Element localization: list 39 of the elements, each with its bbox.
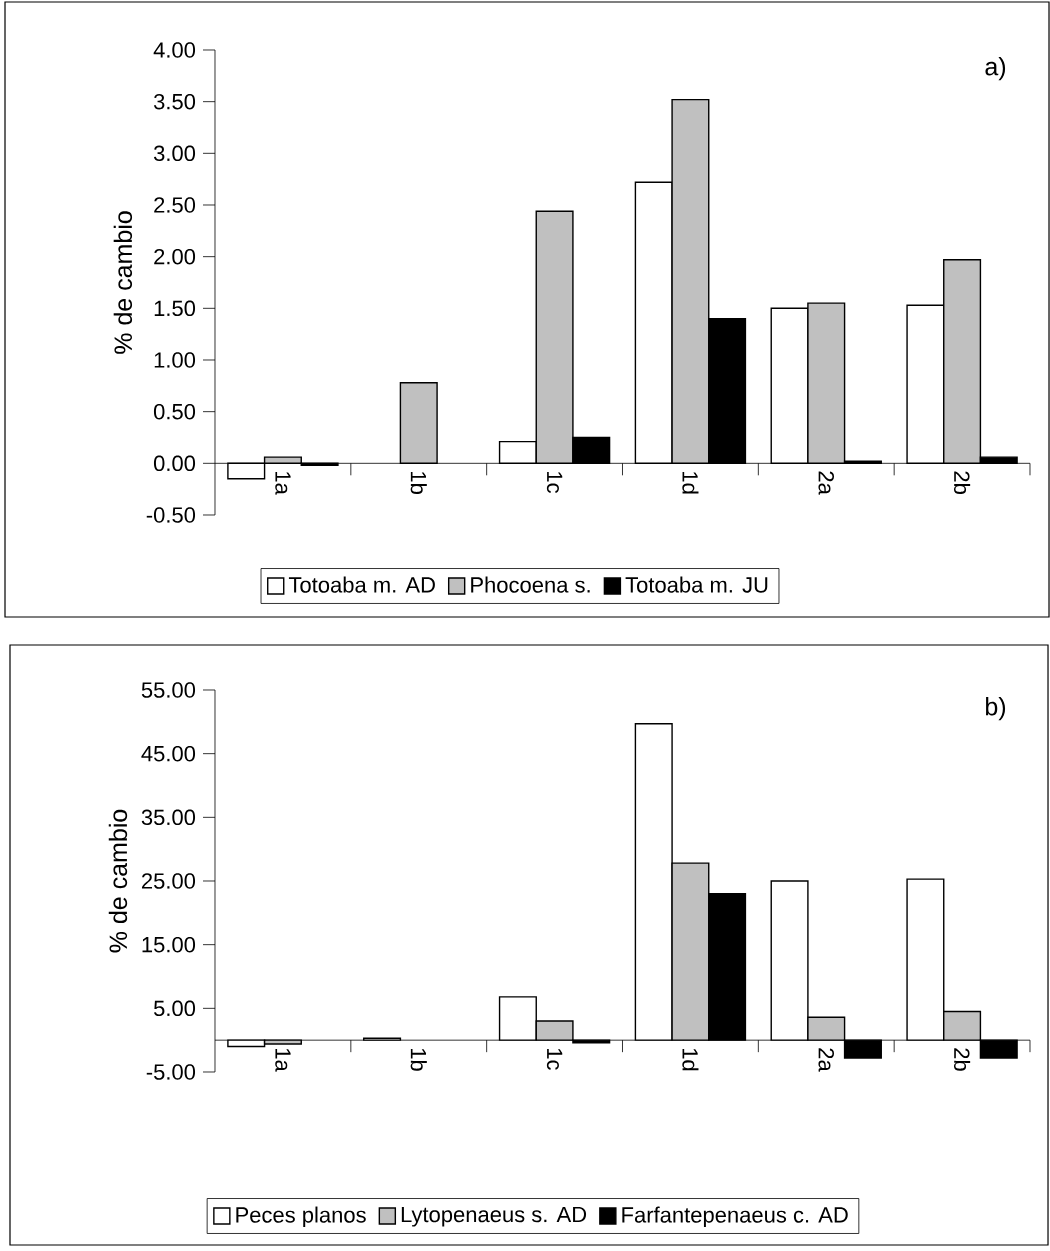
x-tick-label: 1d [682,472,699,494]
x-tick-label: 2a [818,1048,835,1072]
x-tick-label: 2a [818,471,835,495]
y-tick-label: 3.00 [153,145,196,162]
y-tick-label: 2.00 [154,248,196,265]
x-tick-label: 1b [410,1048,427,1071]
y-tick-label: 0.00 [153,455,196,472]
x-tick-label: 2b [953,471,971,494]
legend-label: Phocoena s. [471,576,590,593]
legend-label: Totoaba m. JU [625,576,768,593]
y-axis-title: % de cambio [113,211,133,354]
y-tick-label: 4.00 [153,42,196,58]
x-tick-label: 1d [682,1048,699,1071]
annotation: a) [985,57,1006,81]
y-tick-label: 25.00 [141,873,196,889]
y-tick-label: -0.50 [146,507,196,523]
x-tick-label: 1a [275,1048,291,1072]
annotation: b) [985,697,1006,721]
y-tick-label: 0.50 [153,403,196,420]
x-tick-label: 1c [546,472,563,494]
legend-label: Peces planos [236,1206,366,1228]
y-axis-title: % de cambio [108,809,128,953]
y-tick-label: 2.50 [154,197,196,213]
x-tick-label: 1a [275,472,291,495]
x-tick-label: 2b [953,1048,971,1071]
y-tick-label: 55.00 [141,682,196,698]
x-tick-label: 1b [410,472,427,494]
y-tick-label: 5.00 [153,1000,196,1017]
legend-label: Farfantepenaeus c. AD [622,1206,848,1227]
y-tick-label: 35.00 [141,809,196,826]
y-tick-label: 1.00 [154,352,196,368]
y-tick-label: 3.50 [153,93,196,110]
legend-label: Lytopenaeus s. AD [401,1206,587,1227]
y-tick-label: 1.50 [154,300,196,317]
legend-label: Totoaba m. AD [288,576,435,593]
y-tick-label: 45.00 [141,745,196,762]
y-tick-label: -5.00 [146,1064,196,1080]
x-tick-label: 1c [546,1048,563,1070]
y-tick-label: 15.00 [142,936,196,953]
